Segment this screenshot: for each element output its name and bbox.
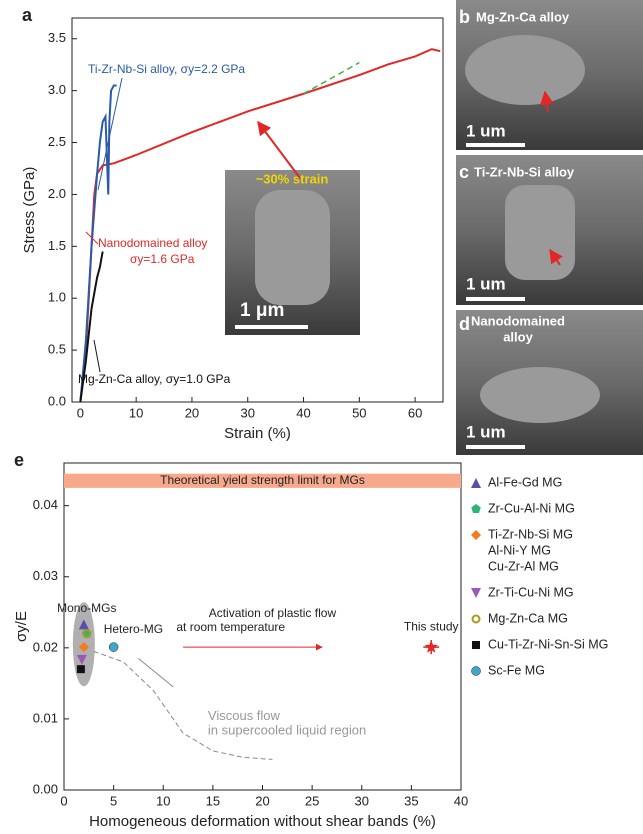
x-tick-label: 40	[296, 405, 310, 420]
x-tick-label: 50	[352, 405, 366, 420]
annotation: Ti-Zr-Nb-Si alloy, σy=2.2 GPa	[88, 62, 245, 76]
y-axis-label: σy/E	[13, 611, 30, 642]
image-caption: ~30% strain	[256, 171, 329, 186]
leader	[94, 340, 100, 372]
x-tick-label: 0	[60, 793, 67, 808]
legend-marker	[471, 478, 481, 488]
annotation: at room temperature	[176, 620, 285, 634]
legend-marker	[471, 530, 481, 540]
panel-letter: e	[14, 450, 24, 470]
sem-panels: b Mg-Zn-Ca alloy 1 um c Ti-Zr-Nb-Si allo…	[456, 0, 643, 455]
x-tick-label: 30	[241, 405, 255, 420]
image-caption: alloy	[503, 329, 533, 344]
y-tick-label: 0.00	[33, 781, 58, 796]
y-tick-label: 0.03	[33, 568, 58, 583]
y-tick-label: 0.02	[33, 639, 58, 654]
annotation: Viscous flow	[208, 708, 281, 723]
x-axis-label: Homogeneous deformation without shear ba…	[89, 813, 436, 830]
figure: b Mg-Zn-Ca alloy 1 um c Ti-Zr-Nb-Si allo…	[0, 0, 643, 834]
y-tick-label: 1.0	[48, 290, 66, 305]
point-label: This study	[404, 619, 459, 633]
y-tick-label: 0.04	[33, 497, 58, 512]
y-tick-label: 0.01	[33, 710, 58, 725]
y-axis-label: Stress (GPa)	[21, 167, 38, 254]
legend-label: Mg-Zn-Ca MG	[488, 611, 568, 625]
x-tick-label: 15	[206, 793, 220, 808]
panel-letter: c	[459, 162, 469, 182]
x-tick-label: 20	[255, 793, 269, 808]
arrow	[258, 122, 300, 178]
y-tick-label: 3.5	[48, 30, 66, 45]
pillar	[255, 190, 330, 305]
x-tick-label: 60	[408, 405, 422, 420]
x-axis-label: Strain (%)	[224, 425, 291, 442]
legend-marker	[471, 504, 481, 513]
annotation: σy=1.6 GPa	[130, 252, 195, 266]
legend-label: Sc-Fe MG	[488, 663, 545, 677]
legend-label: Al-Fe-Gd MG	[488, 475, 562, 489]
legend-label: Ti-Zr-Nb-Si MG	[488, 527, 573, 541]
pillar	[505, 185, 575, 280]
panel-letter: d	[459, 314, 470, 334]
annotation: Activation of plastic flow	[209, 606, 337, 620]
y-tick-label: 3.0	[48, 82, 66, 97]
x-tick-label: 10	[156, 793, 170, 808]
x-tick-label: 40	[454, 793, 468, 808]
legend-marker	[472, 667, 481, 676]
scale-label: 1 μm	[240, 300, 284, 321]
x-tick-label: 25	[305, 793, 319, 808]
image-caption: Mg-Zn-Ca alloy	[476, 9, 570, 24]
legend-label: Zr-Ti-Cu-Ni MG	[488, 585, 574, 599]
annotation: Mono-MGs	[57, 601, 116, 615]
band-label: Theoretical yield strength limit for MGs	[160, 473, 365, 487]
panel-letter: a	[22, 5, 33, 25]
point	[77, 665, 85, 673]
x-tick-label: 0	[77, 405, 84, 420]
curve	[94, 651, 273, 759]
scale-label: 1 um	[466, 422, 506, 441]
y-tick-label: 0.0	[48, 393, 66, 408]
annotation: Hetero-MG	[104, 622, 163, 636]
y-tick-label: 1.5	[48, 238, 66, 253]
image-caption: Nanodomained	[471, 313, 565, 328]
scale-label: 1 um	[466, 274, 506, 293]
x-tick-label: 20	[185, 405, 199, 420]
panel-letter: b	[459, 7, 470, 27]
x-tick-label: 10	[129, 405, 143, 420]
x-tick-label: 35	[404, 793, 418, 808]
x-tick-label: 5	[110, 793, 117, 808]
image-caption: Ti-Zr-Nb-Si alloy	[474, 164, 575, 179]
pillar	[480, 367, 600, 423]
point	[109, 643, 118, 652]
legend-label: Cu-Ti-Zr-Ni-Sn-Si MG	[488, 637, 608, 651]
legend-label: Zr-Cu-Al-Ni MG	[488, 501, 575, 515]
legend-label: Cu-Zr-Al MG	[488, 559, 559, 573]
x-tick-label: 30	[355, 793, 369, 808]
legend-marker	[472, 641, 480, 649]
legend-marker	[471, 588, 481, 598]
y-tick-label: 2.0	[48, 186, 66, 201]
annotation: in supercooled liquid region	[208, 722, 366, 737]
legend-marker	[473, 616, 480, 623]
y-tick-label: 2.5	[48, 134, 66, 149]
annotation: Mg-Zn-Ca alloy, σy=1.0 GPa	[78, 372, 231, 386]
annotation: Nanodomained alloy	[98, 236, 207, 250]
y-tick-label: 0.5	[48, 342, 66, 357]
pillar	[465, 35, 585, 105]
scale-label: 1 um	[466, 121, 506, 140]
legend-label: Al-Ni-Y MG	[488, 543, 551, 557]
arrow	[138, 658, 173, 686]
